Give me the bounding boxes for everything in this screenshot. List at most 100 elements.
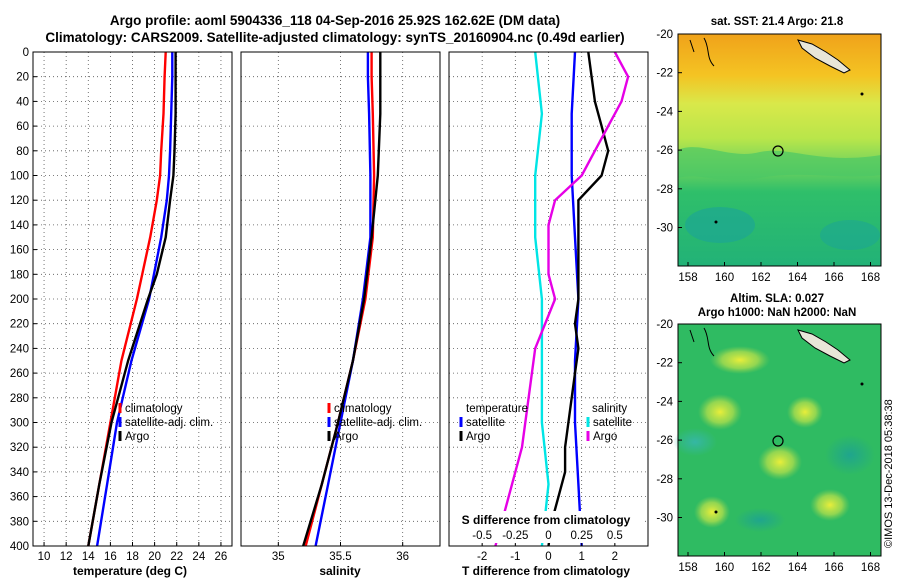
depth-tick-label: 60 [16, 121, 29, 133]
difference-grid [449, 52, 648, 546]
depth-tick-label: 320 [10, 442, 29, 454]
salinity-plot-frame [240, 51, 441, 547]
figure-title-line1: Argo profile: aoml 5904336_118 04-Sep-20… [110, 13, 560, 28]
x-tick-label: 16 [104, 551, 117, 563]
argo-location-marker [772, 435, 784, 447]
s-tick-label: 0.25 [570, 530, 592, 542]
sst-lon-tick-labels: 158 160 162 164 166 168 [678, 262, 880, 284]
island-dot [714, 510, 718, 514]
depth-tick-label: 40 [16, 96, 29, 108]
lon-tick-label: 160 [715, 272, 734, 284]
legend-title-salinity: salinity [592, 403, 627, 415]
lon-tick-label: 162 [751, 562, 770, 574]
figure-title-line2: Climatology: CARS2009. Satellite-adjuste… [45, 30, 624, 45]
lon-tick-label: 160 [715, 562, 734, 574]
sla-low-anomaly [673, 428, 717, 456]
argo-location-marker [772, 145, 784, 157]
argo-line [302, 52, 382, 547]
difference-legend: temperature satellite Argo salinity sate… [459, 403, 632, 443]
sla-low-anomaly [825, 435, 875, 475]
sst-lat-tick-labels: -20 -22 -24 -26 -28 -30 [656, 29, 682, 235]
legend-label-satellite: satellite-adj. clim. [334, 417, 422, 429]
legend-label-t-argo: Argo [466, 431, 490, 443]
imos-watermark: ©IMOS 13-Dec-2018 05:38:38 [883, 399, 895, 548]
lat-tick-label: -24 [656, 106, 673, 118]
difference-plot-frame [448, 51, 649, 547]
difference-panel: -2 -1 0 1 2 S difference from climatology -0… [448, 51, 649, 578]
lat-tick-label: -28 [656, 184, 673, 196]
depth-tick-label: 0 [23, 47, 29, 59]
salinity-grid [241, 52, 440, 546]
sla-map-title-line2: Argo h1000: NaN h2000: NaN [698, 307, 857, 319]
depth-tick-label: 80 [16, 146, 29, 158]
depth-tick-label: 220 [10, 319, 29, 331]
s-argo-line [494, 51, 630, 547]
legend-label-argo: Argo [334, 431, 358, 443]
x-tick-label: 26 [215, 551, 228, 563]
depth-tick-label: 200 [10, 294, 29, 306]
climatology-line [87, 51, 167, 547]
depth-tick-label: 380 [10, 516, 29, 528]
sst-map: sat. SST: 21.4 Argo: 21.8 -20-22-24-26-2… [656, 16, 882, 284]
legend-label-climatology: climatology [334, 403, 392, 415]
x-tick-label: 18 [126, 551, 139, 563]
depth-tick-label: 100 [10, 171, 29, 183]
x-tick-label: 35 [272, 551, 285, 563]
sla-map: Altim. SLA: 0.027 Argo h1000: NaN h2000:… [656, 293, 882, 574]
lon-tick-label: 166 [824, 272, 843, 284]
temperature-plot-frame [32, 51, 233, 547]
sst-map-title: sat. SST: 21.4 Argo: 21.8 [711, 16, 844, 28]
s-satellite-line [534, 51, 550, 547]
lat-tick-label: -20 [656, 319, 673, 331]
lat-tick-label: -30 [656, 223, 673, 235]
depth-tick-label: 280 [10, 393, 29, 405]
depth-tick-label: 120 [10, 195, 29, 207]
x-tick-label: -2 [477, 551, 487, 563]
lon-tick-label: 168 [861, 562, 880, 574]
depth-tick-label: 140 [10, 220, 29, 232]
satellite-line [95, 52, 174, 547]
sla-high-anomaly [810, 489, 850, 521]
legend-label-s-satellite: satellite [593, 417, 632, 429]
legend-label-climatology: climatology [125, 403, 183, 415]
temperature-grid [33, 52, 232, 546]
t-difference-tick-labels: -2 -1 0 1 2 [477, 542, 618, 563]
lon-tick-label: 164 [788, 562, 808, 574]
lon-tick-label: 162 [751, 272, 770, 284]
x-tick-label: 12 [60, 551, 73, 563]
salinity-lines [302, 52, 382, 547]
x-tick-label: 0 [545, 551, 551, 563]
lon-tick-label: 158 [678, 562, 697, 574]
island-dot [860, 92, 864, 96]
s-difference-tick-labels: -0.5 -0.25 0 0.25 0.5 [472, 530, 623, 542]
argo-line [87, 52, 177, 547]
sla-high-anomaly [710, 346, 770, 374]
temperature-axis-label: temperature (deg C) [73, 564, 187, 578]
lat-tick-label: -22 [656, 358, 673, 370]
legend-label-s-argo: Argo [593, 431, 617, 443]
salinity-tick-labels: 35 35.5 36 [272, 542, 409, 563]
lon-tick-label: 168 [861, 272, 880, 284]
depth-tick-label: 340 [10, 467, 29, 479]
new-caledonia-coastline [797, 329, 851, 364]
s-difference-label-background [452, 511, 645, 543]
coral-sea-reef-outline [689, 327, 715, 357]
sla-high-anomaly [698, 394, 742, 430]
salinity-panel: 35 35.5 36 salinity climatology satellite-… [240, 51, 441, 578]
sla-low-anomaly [735, 508, 785, 532]
salinity-legend: climatology satellite-adj. clim. Argo [327, 403, 422, 443]
depth-tick-label: 260 [10, 368, 29, 380]
sla-high-anomaly [787, 396, 823, 428]
x-tick-label: 2 [612, 551, 618, 563]
legend-title-temperature: temperature [466, 403, 528, 415]
depth-tick-label: 240 [10, 343, 29, 355]
legend-label-satellite: satellite-adj. clim. [125, 417, 213, 429]
s-tick-label: -0.25 [502, 530, 528, 542]
x-tick-label: 24 [192, 551, 205, 563]
t-difference-axis-label: T difference from climatology [462, 564, 630, 578]
temperature-panel: 0 20 40 60 80 100 120 140 160 180 200 220 240 260 280 3… [10, 47, 233, 578]
x-tick-label: 22 [170, 551, 183, 563]
lat-tick-label: -26 [656, 435, 673, 447]
depth-tick-label: 300 [10, 418, 29, 430]
